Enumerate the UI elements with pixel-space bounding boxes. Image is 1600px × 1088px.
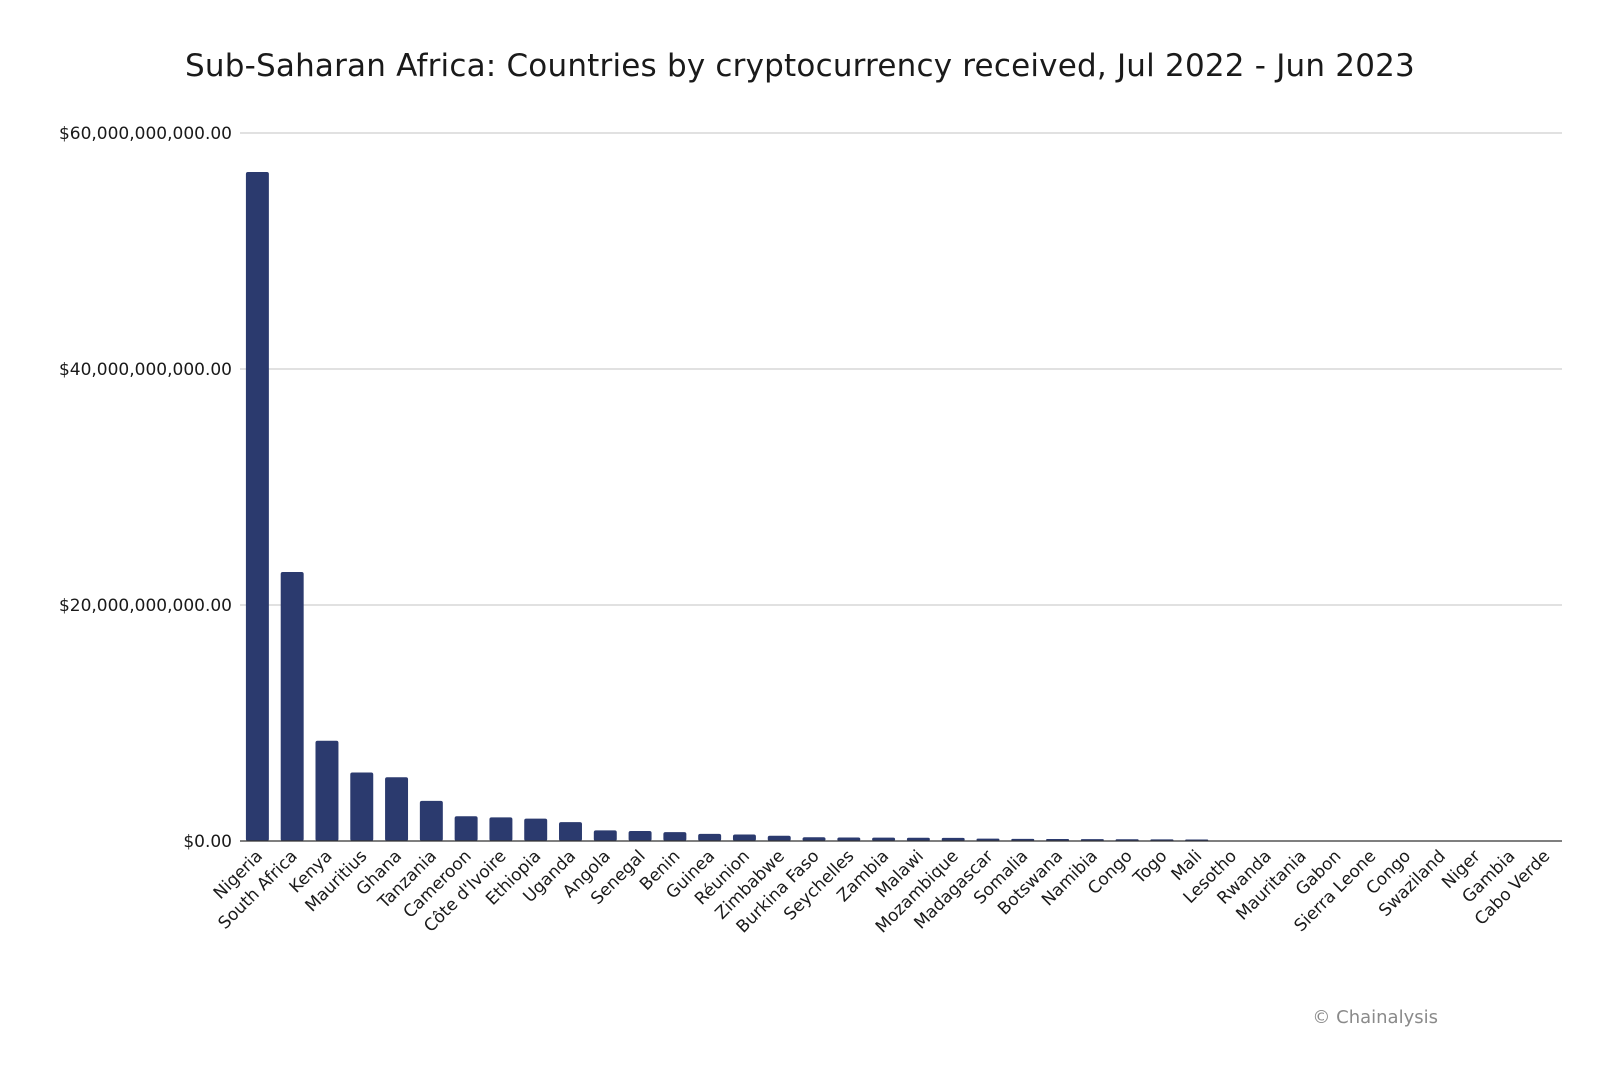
bar — [245, 171, 269, 841]
bar — [385, 777, 409, 841]
bar — [663, 832, 687, 841]
bar — [698, 833, 722, 841]
bar — [280, 571, 304, 841]
bar — [767, 835, 791, 841]
bar — [802, 837, 826, 841]
bar — [454, 816, 478, 841]
y-tick-label: $20,000,000,000.00 — [59, 596, 232, 616]
chart-title: Sub-Saharan Africa: Countries by cryptoc… — [185, 48, 1415, 84]
bar — [419, 800, 443, 841]
bars — [245, 171, 1209, 841]
bar — [350, 772, 374, 841]
bar — [837, 837, 861, 841]
chainalysis-credit: © Chainalysis — [1312, 1007, 1438, 1028]
y-tick-label: $40,000,000,000.00 — [59, 360, 232, 380]
y-tick-label: $0.00 — [183, 832, 232, 852]
bar — [732, 834, 756, 841]
bar — [559, 822, 582, 841]
y-tick-label: $60,000,000,000.00 — [59, 124, 232, 144]
bar — [941, 837, 965, 841]
bar — [906, 837, 930, 841]
bar — [315, 740, 339, 841]
bar — [628, 830, 652, 841]
y-axis-tick-labels: $0.00 $20,000,000,000.00 $40,000,000,000.0… — [59, 124, 232, 852]
bar — [524, 818, 548, 841]
bar — [872, 837, 896, 841]
bar — [489, 817, 513, 841]
grid-lines — [240, 132, 1562, 606]
bar — [593, 830, 617, 841]
x-category-label: Togo — [1129, 846, 1171, 888]
